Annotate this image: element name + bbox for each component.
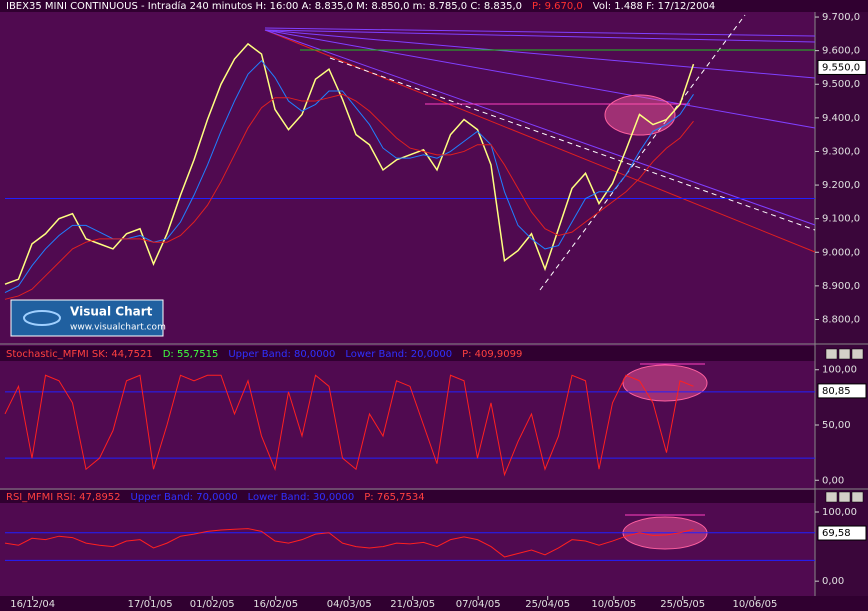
series-line bbox=[4, 42, 695, 285]
trend-line bbox=[539, 14, 746, 291]
y-tick-label: 9.100,0 bbox=[822, 214, 860, 225]
trend-line bbox=[264, 29, 816, 43]
logo-url: www.visualchart.com bbox=[70, 323, 166, 333]
close-button[interactable] bbox=[851, 348, 864, 360]
logo-name: Visual Chart bbox=[70, 305, 153, 319]
last-value-box bbox=[817, 383, 867, 399]
last-value-label: 69,58 bbox=[822, 528, 851, 539]
legend-text: IBEX35 MINI CONTINUOUS - Intradía 240 mi… bbox=[6, 0, 522, 12]
logo-icon bbox=[23, 310, 61, 326]
y-tick-label: 100,00 bbox=[822, 365, 857, 376]
x-tick-label: 10/05/05 bbox=[591, 599, 636, 610]
minimize-button[interactable] bbox=[825, 348, 838, 360]
legend-text: Vol: 1.488 F: 17/12/2004 bbox=[593, 1, 715, 12]
legend-text: Lower Band: 30,0000 bbox=[248, 492, 355, 503]
title-bar bbox=[0, 0, 868, 12]
series-line bbox=[4, 93, 694, 300]
y-tick-label: 9.700,0 bbox=[822, 12, 860, 23]
y-tick-label: 9.500,0 bbox=[822, 79, 860, 90]
header-bar bbox=[0, 490, 868, 503]
legend-text: P: 409,9099 bbox=[462, 349, 522, 360]
x-tick-label: 25/05/05 bbox=[660, 599, 705, 610]
legend-text: D: 55,7515 bbox=[163, 349, 219, 360]
maximize-button[interactable] bbox=[838, 348, 851, 360]
logo: Visual Chart www.visualchart.com bbox=[10, 299, 166, 337]
trend-line bbox=[329, 57, 816, 231]
close-button[interactable] bbox=[851, 491, 864, 503]
y-tick-label: 0,00 bbox=[822, 576, 844, 587]
series-line bbox=[4, 374, 694, 477]
y-tick-label: 9.600,0 bbox=[822, 46, 860, 57]
legend-text: Upper Band: 70,0000 bbox=[131, 492, 238, 503]
legend-text: Upper Band: 80,0000 bbox=[228, 349, 335, 360]
y-tick-label: 100,00 bbox=[822, 507, 857, 518]
y-tick-label: 9.000,0 bbox=[822, 247, 860, 258]
trend-line bbox=[264, 27, 816, 37]
x-axis-strip bbox=[0, 596, 868, 611]
x-tick-label: 01/02/05 bbox=[190, 599, 235, 610]
x-tick-label: 21/03/05 bbox=[390, 599, 435, 610]
y-tick-label: 8.900,0 bbox=[822, 281, 860, 292]
y-tick-label: 8.800,0 bbox=[822, 314, 860, 325]
trend-line bbox=[264, 29, 816, 79]
series-line bbox=[4, 528, 694, 558]
last-value-label: 80,85 bbox=[822, 386, 851, 397]
trend-line bbox=[264, 29, 816, 226]
x-tick-label: 25/04/05 bbox=[525, 599, 570, 610]
x-tick-label: 17/01/05 bbox=[128, 599, 173, 610]
legend-text: P: 765,7534 bbox=[364, 492, 424, 503]
trend-line bbox=[264, 29, 816, 129]
y-tick-label: 50,00 bbox=[822, 420, 851, 431]
y-tick-label: 9.300,0 bbox=[822, 146, 860, 157]
legend-text: P: 9.670,0 bbox=[532, 1, 583, 12]
highlight-ellipse bbox=[622, 364, 708, 402]
header-bar bbox=[0, 346, 868, 361]
window-buttons bbox=[825, 348, 864, 503]
y-tick-label: 9.400,0 bbox=[822, 113, 860, 124]
legend-text: Lower Band: 20,0000 bbox=[345, 349, 452, 360]
y-tick-label: 0,00 bbox=[822, 475, 844, 486]
x-tick-label: 16/02/05 bbox=[253, 599, 298, 610]
maximize-button[interactable] bbox=[838, 491, 851, 503]
y-tick-label: 9.200,0 bbox=[822, 180, 860, 191]
logo-box bbox=[10, 299, 164, 337]
last-value-box bbox=[817, 525, 867, 541]
legend-text: Stochastic_MFMI SK: 44,7521 bbox=[6, 349, 153, 360]
minimize-button[interactable] bbox=[825, 491, 838, 503]
x-tick-label: 10/06/05 bbox=[732, 599, 777, 610]
last-value-label: 9.550,0 bbox=[822, 62, 860, 73]
x-tick-label: 04/03/05 bbox=[327, 599, 372, 610]
x-tick-label: 16/12/04 bbox=[10, 599, 55, 610]
legend-text: RSI_MFMI RSI: 47,8952 bbox=[6, 492, 121, 503]
x-tick-label: 07/04/05 bbox=[456, 599, 501, 610]
last-value-box bbox=[817, 59, 867, 75]
